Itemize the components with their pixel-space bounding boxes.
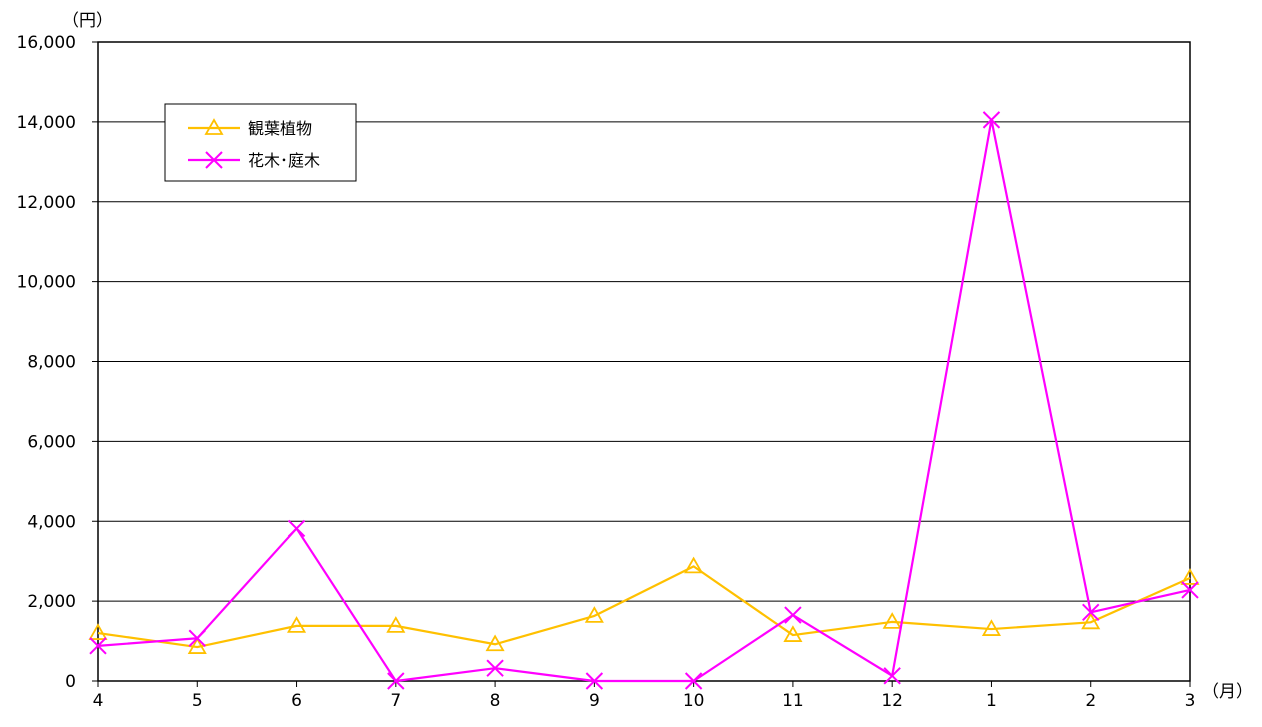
- x-tick-label: 5: [192, 691, 203, 711]
- data-point: [386, 616, 406, 633]
- data-point: [286, 616, 307, 633]
- marker-stroke: [684, 672, 703, 690]
- x-tick-label: 9: [589, 691, 600, 711]
- data-point: [584, 606, 604, 623]
- marker-stroke: [188, 629, 206, 647]
- data-point: [684, 672, 703, 690]
- data-point: [1081, 612, 1101, 630]
- y-tick-label: 12,000: [17, 193, 76, 213]
- data-point: [1082, 603, 1100, 622]
- data-point: [204, 118, 224, 135]
- data-point: [981, 619, 1002, 636]
- x-tick-label: 11: [782, 691, 804, 711]
- data-point: [585, 672, 604, 690]
- data-point: [882, 612, 902, 629]
- marker-stroke: [1181, 581, 1199, 599]
- x-tick-label: 4: [93, 691, 104, 711]
- marker-stroke: [883, 667, 901, 685]
- x-tick-label: 1: [986, 691, 997, 711]
- series-lines: [88, 111, 1200, 690]
- y-tick-label: 4,000: [27, 512, 76, 532]
- x-tick-label: 2: [1085, 691, 1096, 711]
- y-tick-label: 6,000: [27, 432, 76, 452]
- x-tick-label: 8: [490, 691, 501, 711]
- marker-stroke: [585, 672, 604, 690]
- data-point: [784, 606, 802, 624]
- y-axis-unit-label: （円）: [62, 11, 113, 31]
- data-point: [1180, 568, 1200, 585]
- y-tick-label: 8,000: [27, 353, 76, 373]
- x-tick-label: 12: [881, 691, 903, 711]
- marker-stroke: [205, 151, 223, 169]
- series-2: [89, 111, 1199, 690]
- data-point: [485, 634, 505, 652]
- data-point: [88, 623, 108, 640]
- series-line: [97, 118, 1191, 683]
- data-point: [387, 672, 405, 690]
- data-point: [783, 625, 803, 642]
- marker-stroke: [784, 606, 802, 624]
- data-point: [1181, 581, 1199, 599]
- y-tick-label: 0: [65, 672, 76, 692]
- data-point: [486, 659, 504, 677]
- legend-box: [164, 103, 357, 182]
- marker-stroke: [982, 111, 1001, 129]
- x-axis-unit-label: （月）: [1202, 682, 1253, 702]
- x-tick-label: 10: [683, 691, 705, 711]
- series-1: [88, 556, 1200, 654]
- legend-item: 観葉植物: [188, 118, 312, 138]
- data-point: [982, 111, 1001, 129]
- data-point: [187, 637, 207, 654]
- y-tick-label: 14,000: [17, 113, 76, 133]
- y-tick-label: 2,000: [27, 592, 76, 612]
- series-line: [97, 565, 1191, 649]
- tick-labels: 0 2,000 4,000 6,000 8,000 10,000 12,000 14,000 1…: [17, 33, 1196, 711]
- data-point: [89, 637, 107, 655]
- x-tick-label: 3: [1185, 691, 1196, 711]
- x-tick-label: 7: [390, 691, 401, 711]
- legend-label: 花木･庭木: [248, 151, 320, 170]
- marker-stroke: [387, 672, 405, 690]
- data-point: [883, 667, 901, 685]
- marker-stroke: [287, 519, 306, 538]
- marker-stroke: [486, 659, 504, 677]
- marker-stroke: [89, 637, 107, 655]
- legend-label: 観葉植物: [248, 119, 312, 138]
- legend-item: 花木･庭木: [188, 151, 320, 170]
- marker-stroke: [1082, 603, 1100, 622]
- x-tick-label: 6: [291, 691, 302, 711]
- data-point: [684, 556, 704, 574]
- data-point: [188, 629, 206, 647]
- data-point: [287, 519, 306, 538]
- y-tick-label: 16,000: [17, 33, 76, 53]
- y-tick-label: 10,000: [17, 273, 76, 293]
- data-point: [205, 151, 223, 169]
